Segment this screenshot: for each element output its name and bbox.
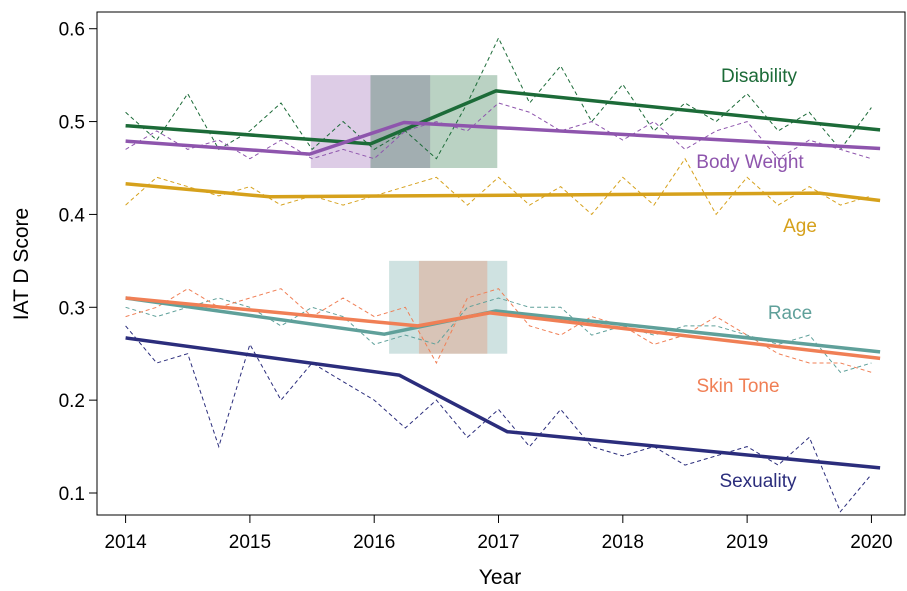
trend-line — [125, 89, 881, 146]
raw-line — [125, 36, 872, 160]
y-tick-label: 0.3 — [59, 298, 85, 319]
x-tick-label: 2017 — [477, 532, 519, 553]
y-axis-title: IAT D Score — [10, 208, 33, 320]
trend-line — [125, 336, 881, 470]
x-tick-label: 2020 — [850, 532, 892, 553]
y-tick-label: 0.6 — [59, 20, 85, 41]
series-label: Race — [768, 303, 812, 324]
x-axis-title: Year — [479, 566, 521, 589]
raw-line — [125, 297, 872, 373]
series-label: Sexuality — [719, 471, 797, 492]
trend-line — [125, 120, 881, 156]
breakpoint-band — [418, 260, 488, 354]
x-tick-label: 2015 — [229, 532, 271, 553]
raw-line — [125, 102, 872, 160]
raw-line — [125, 288, 872, 373]
series-label: Body Weight — [696, 152, 804, 173]
trend-line — [125, 182, 881, 203]
y-tick-label: 0.5 — [59, 113, 85, 134]
y-tick-label: 0.1 — [59, 484, 85, 505]
series-label: Skin Tone — [696, 376, 779, 397]
x-tick-label: 2016 — [353, 532, 395, 553]
series-label: Age — [783, 216, 817, 237]
x-tick-label: 2018 — [602, 532, 644, 553]
y-tick-label: 0.4 — [59, 205, 86, 226]
series-label: Disability — [721, 66, 798, 87]
breakpoint-band — [370, 75, 498, 168]
trend-line — [125, 296, 881, 361]
raw-line — [125, 325, 872, 513]
plot-frame — [96, 11, 906, 516]
y-tick-label: 0.2 — [59, 391, 85, 412]
x-tick-label: 2019 — [726, 532, 768, 553]
raw-line — [125, 157, 872, 216]
x-tick-label: 2014 — [104, 532, 147, 553]
